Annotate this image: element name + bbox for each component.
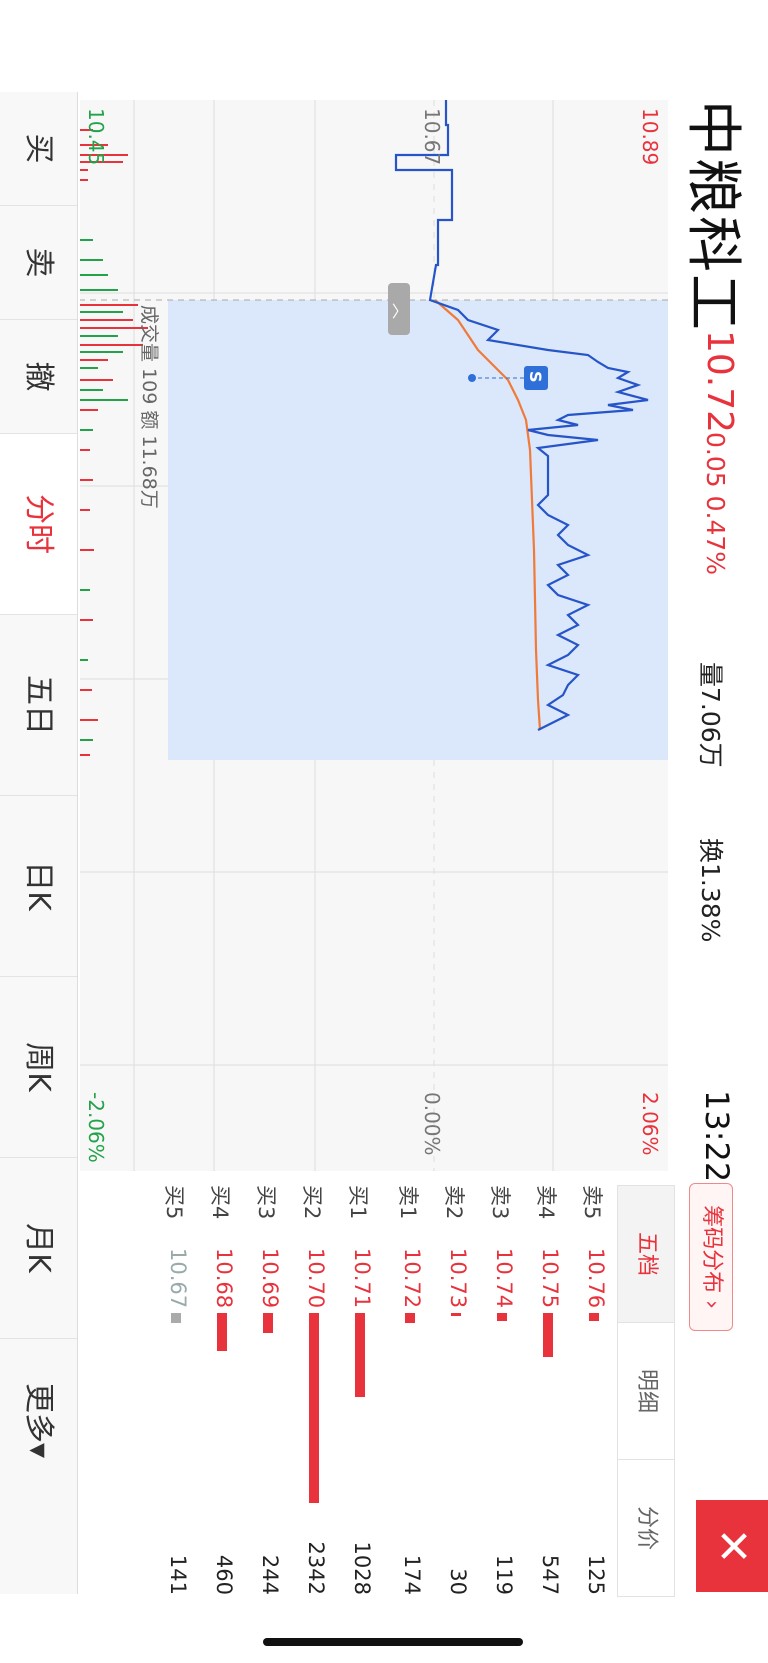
tab-five-levels[interactable]: 五档 <box>618 1186 674 1323</box>
bid-row-3: 买3 10.69 244 <box>254 1185 282 1595</box>
nav-buy[interactable]: 买 <box>0 92 77 206</box>
chart-svg: ︿ <box>80 100 668 1171</box>
volume-tooltip: 成交量 109 额 11.68万 <box>138 305 160 509</box>
ask-row-5: 卖5 10.76 125 <box>580 1185 608 1595</box>
nav-more[interactable]: 更多▾ <box>21 1382 56 1459</box>
volume-bars <box>80 129 148 756</box>
selection-highlight <box>168 300 668 760</box>
price-mid-label: 10.67 <box>420 108 444 166</box>
depth-tabs: 五档 明细 分价 <box>617 1185 675 1597</box>
ask-row-2: 卖2 10.73 30 <box>442 1185 470 1595</box>
ask-row-3: 卖3 10.74 119 <box>488 1185 516 1595</box>
bottom-nav: 买 卖 撤 分时 五日 日K 周K 月K 更多▾ <box>0 92 78 1594</box>
current-price: 10.72 <box>699 330 740 434</box>
bid-volume-bar <box>263 1313 273 1333</box>
time-label: 13:22 <box>698 1090 736 1183</box>
tab-details[interactable]: 明细 <box>618 1323 674 1460</box>
stock-name: 中粮科工 <box>680 100 745 332</box>
nav-five-day[interactable]: 五日 <box>0 615 77 796</box>
price-high-label: 10.89 <box>638 108 662 166</box>
signal-marker[interactable] <box>524 366 548 390</box>
ask-row-4: 卖4 10.75 547 <box>534 1185 562 1595</box>
nav-sell[interactable]: 卖 <box>0 206 77 320</box>
bid-row-5: 买5 10.67 141 <box>162 1185 190 1595</box>
turnover-label: 换1.38% <box>696 838 725 943</box>
nav-cancel[interactable]: 撤 <box>0 320 77 434</box>
nav-monthly-k[interactable]: 月K <box>0 1158 77 1339</box>
tab-price-distribution[interactable]: 分价 <box>634 1505 659 1550</box>
nav-intraday[interactable]: 分时 <box>0 434 77 615</box>
crosshair-handle[interactable] <box>388 283 410 335</box>
avg-price-line <box>434 299 542 731</box>
ask-volume-bar <box>497 1313 507 1321</box>
ask-volume-bar <box>589 1313 599 1321</box>
nav-weekly-k[interactable]: 周K <box>0 977 77 1158</box>
intraday-chart[interactable]: ︿ <box>80 100 668 1171</box>
nav-daily-k[interactable]: 日K <box>0 796 77 977</box>
volume-label: 量7.06万 <box>696 662 725 768</box>
chevron-up-icon: ︿ <box>390 303 409 319</box>
chip-distribution-button[interactable]: 筹码分布 › <box>689 1183 733 1331</box>
ask-volume-bar <box>451 1313 461 1316</box>
home-indicator[interactable] <box>263 1638 523 1646</box>
signal-marker-label: S <box>526 371 545 383</box>
bid-volume-bar <box>171 1313 181 1323</box>
pct-mid-label: 0.00% <box>420 1092 444 1156</box>
marker-point <box>468 374 476 382</box>
bid-row-2: 买2 10.70 2342 <box>300 1185 328 1595</box>
bid-row-4: 买4 10.68 460 <box>208 1185 236 1595</box>
price-change: 0.05 0.47% <box>701 432 730 576</box>
ask-row-1: 卖1 10.72 174 <box>396 1185 424 1595</box>
bid-volume-bar <box>309 1313 319 1503</box>
pct-high-label: 2.06% <box>638 1092 662 1156</box>
close-button[interactable]: ✕ <box>696 1500 768 1592</box>
pct-low-label: -2.06% <box>84 1092 108 1163</box>
ask-volume-bar <box>543 1313 553 1357</box>
price-line <box>394 100 649 731</box>
close-icon: ✕ <box>707 1527 758 1565</box>
ask-volume-bar <box>405 1313 415 1323</box>
bid-row-1: 买1 10.71 1028 <box>346 1185 374 1595</box>
bid-volume-bar <box>355 1313 365 1397</box>
price-low-label: 10.45 <box>84 108 108 166</box>
bid-volume-bar <box>217 1313 227 1351</box>
